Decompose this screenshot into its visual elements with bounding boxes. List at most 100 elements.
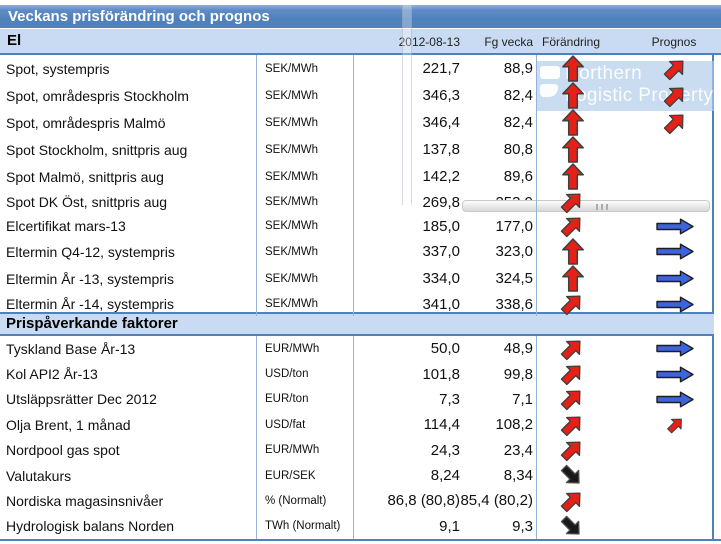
row-value-current: 221,7	[353, 55, 460, 82]
table-row: Valutakurs EUR/SEK 8,24 8,34	[0, 462, 712, 489]
forecast-arrow-icon	[666, 416, 683, 434]
forecast-arrow-cell	[638, 136, 712, 163]
row-unit: SEK/MWh	[256, 136, 353, 163]
row-value-current: 269,8	[353, 190, 460, 214]
row-label: Tyskland Base År-13	[6, 340, 136, 357]
forecast-arrow-icon	[663, 111, 685, 135]
row-value-prev-week: 7,1	[512, 390, 533, 408]
change-arrow-icon	[560, 214, 582, 238]
row-unit: USD/fat	[256, 412, 353, 438]
section-el-label: El	[7, 32, 22, 49]
row-value-prev-week: 82,4	[503, 87, 533, 104]
change-arrow-icon	[562, 136, 584, 163]
row-unit: EUR/MWh	[256, 437, 353, 463]
table-row: Nordpool gas spot EUR/MWh 24,3 23,4	[0, 437, 712, 463]
table-row: Spot, systempris SEK/MWh 221,7 88,9	[0, 55, 712, 82]
row-unit: EUR/ton	[256, 386, 353, 413]
row-label: Spot Stockholm, snittpris aug	[6, 141, 188, 158]
forecast-arrow-cell	[638, 292, 712, 316]
row-label: Utsläppsrätter Dec 2012	[6, 391, 157, 408]
row-label: Eltermin År -14, systempris	[6, 296, 175, 312]
table-row: Eltermin Q4-12, systempris SEK/MWh 337,0…	[0, 238, 712, 265]
row-label: Spot, områdespris Malmö	[6, 114, 166, 131]
forecast-arrow-cell	[638, 412, 712, 437]
table-row: Spot, områdespris Stockholm SEK/MWh 346,…	[0, 82, 712, 109]
row-label: Spot DK Öst, snittpris aug	[6, 194, 168, 210]
row-value-prev-week: 85,4 (80,2)	[460, 492, 533, 510]
row-value-current: 341,0	[353, 292, 460, 316]
table-row: Eltermin År -13, systempris SEK/MWh 334,…	[0, 265, 712, 292]
column-header-change: Förändring	[541, 35, 601, 49]
background-window-edge	[402, 5, 412, 205]
row-value-current: 142,2	[353, 163, 460, 190]
forecast-arrow-cell	[638, 82, 712, 109]
row-value-prev-week: 338,6	[495, 295, 533, 313]
row-value-prev-week: 82,4	[503, 114, 533, 131]
watermark-logo-icon	[540, 84, 558, 97]
row-label: Valutakurs	[6, 467, 72, 484]
row-value-current: 334,0	[353, 265, 460, 292]
change-arrow-icon	[560, 387, 582, 411]
background-window-scrollbar[interactable]	[462, 200, 710, 212]
change-arrow-cell	[536, 412, 638, 438]
table-row: Tyskland Base År-13 EUR/MWh 50,0 48,9	[0, 336, 712, 362]
change-arrow-cell	[536, 292, 638, 316]
divider	[0, 28, 721, 29]
change-arrow-icon	[560, 292, 582, 316]
table-row: Eltermin År -14, systempris SEK/MWh 341,…	[0, 292, 712, 316]
row-value-prev-week: 177,0	[495, 217, 533, 235]
row-value-current: 137,8	[353, 136, 460, 163]
column-header-date: 2012-08-13	[398, 35, 460, 49]
row-unit: SEK/MWh	[256, 109, 353, 136]
change-arrow-cell	[536, 136, 638, 163]
table-row: Spot Stockholm, snittpris aug SEK/MWh 13…	[0, 136, 712, 163]
row-label: Elcertifikat mars-13	[6, 218, 126, 234]
row-value-current: 9,1	[353, 513, 460, 539]
change-arrow-icon	[562, 55, 584, 82]
row-unit: SEK/MWh	[256, 55, 353, 82]
table-bottom-border	[0, 539, 721, 541]
row-value-current: 101,8	[353, 361, 460, 387]
forecast-arrow-icon	[656, 391, 694, 408]
row-label: Nordiska magasinsnivåer	[6, 492, 164, 509]
forecast-arrow-cell	[638, 265, 712, 292]
change-arrow-cell	[536, 55, 638, 82]
section-factors-band: Prispåverkande faktorer	[0, 312, 714, 336]
change-arrow-cell	[536, 109, 638, 136]
row-unit: EUR/SEK	[256, 462, 353, 489]
forecast-arrow-icon	[656, 340, 694, 357]
change-arrow-cell	[536, 361, 638, 387]
change-arrow-icon	[560, 489, 582, 513]
change-arrow-cell	[536, 214, 638, 238]
row-value-prev-week: 108,2	[495, 416, 533, 434]
report-title: Veckans prisförändring och prognos	[8, 8, 270, 25]
forecast-arrow-icon	[656, 218, 694, 235]
row-value-prev-week: 88,9	[503, 60, 533, 77]
row-unit: SEK/MWh	[256, 82, 353, 109]
change-arrow-cell	[536, 336, 638, 362]
row-unit: SEK/MWh	[256, 292, 353, 316]
scrollbar-grip-icon[interactable]	[596, 204, 611, 210]
row-label: Spot, systempris	[6, 60, 110, 77]
row-label: Olja Brent, 1 månad	[6, 416, 131, 433]
forecast-arrow-cell	[638, 438, 712, 463]
forecast-arrow-icon	[656, 243, 694, 260]
forecast-arrow-cell	[638, 238, 712, 265]
row-unit: USD/ton	[256, 361, 353, 387]
row-value-prev-week: 80,8	[503, 141, 533, 158]
row-value-current: 8,24	[353, 462, 460, 489]
change-arrow-icon	[562, 238, 584, 265]
forecast-arrow-icon	[656, 296, 694, 313]
change-arrow-icon	[560, 362, 582, 386]
row-value-current: 86,8 (80,8)	[353, 488, 460, 514]
change-arrow-icon	[560, 337, 582, 361]
change-arrow-icon	[562, 163, 584, 190]
column-header-prev-week: Fg vecka	[484, 35, 533, 49]
table-row: Kol API2 År-13 USD/ton 101,8 99,8	[0, 361, 712, 387]
row-value-current: 114,4	[353, 412, 460, 438]
forecast-arrow-icon	[663, 57, 685, 81]
row-unit: TWh (Normalt)	[256, 513, 353, 539]
row-unit: SEK/MWh	[256, 265, 353, 292]
row-value-prev-week: 323,0	[495, 243, 533, 260]
table-row: Spot Malmö, snittpris aug SEK/MWh 142,2 …	[0, 163, 712, 190]
